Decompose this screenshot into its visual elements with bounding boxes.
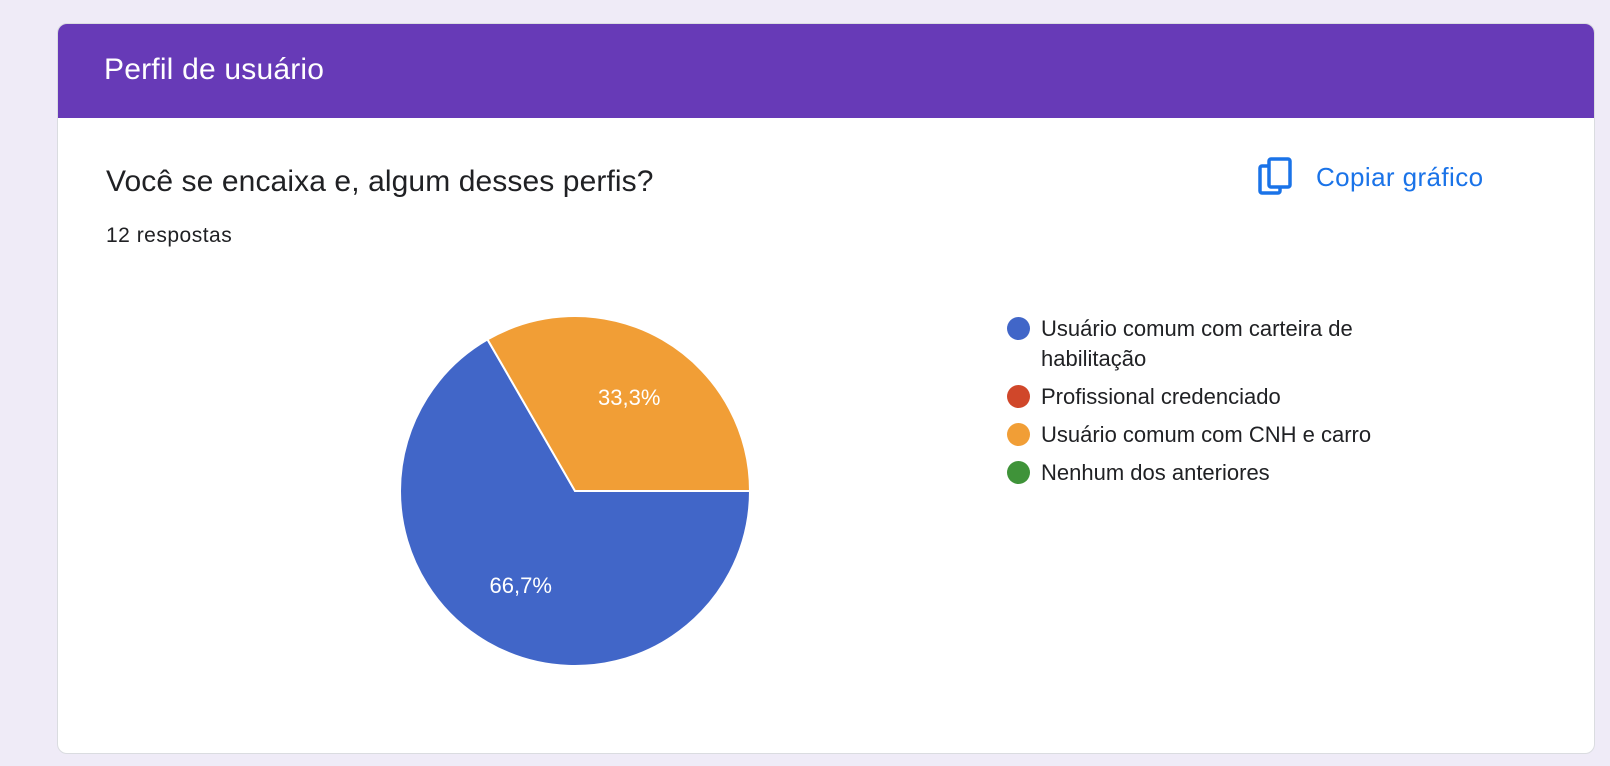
section-header: Perfil de usuário [58, 24, 1594, 118]
pie-slice-label: 33,3% [598, 385, 660, 410]
legend-item: Usuário comum com carteira de habilitaçã… [1007, 314, 1427, 374]
pie-slice-label: 66,7% [490, 573, 552, 598]
legend-item: Nenhum dos anteriores [1007, 458, 1427, 488]
chart-card: Perfil de usuário Você se encaixa e, alg… [57, 23, 1595, 754]
legend-swatch [1007, 423, 1030, 446]
section-title: Perfil de usuário [104, 53, 325, 86]
copy-icon [1258, 157, 1292, 195]
pie-chart: 66,7% 33,3% [399, 315, 752, 667]
pie-slice[interactable] [486, 315, 752, 492]
question-title: Você se encaixa e, algum desses perfis? [106, 165, 654, 198]
chart-legend: Usuário comum com carteira de habilitaçã… [1007, 314, 1427, 496]
legend-item: Profissional credenciado [1007, 382, 1427, 412]
pie-slice[interactable] [399, 338, 752, 667]
copy-chart-label: Copiar gráfico [1316, 161, 1484, 192]
response-count: 12 respostas [106, 224, 233, 247]
legend-label: Usuário comum com CNH e carro [1041, 422, 1372, 447]
copy-chart-button[interactable]: Copiar gráfico [1248, 152, 1493, 202]
legend-label: Profissional credenciado [1041, 384, 1281, 409]
legend-item: Usuário comum com CNH e carro [1007, 420, 1427, 450]
legend-swatch [1007, 385, 1030, 408]
legend-label: Nenhum dos anteriores [1041, 460, 1270, 485]
legend-swatch [1007, 461, 1030, 484]
legend-swatch [1007, 317, 1030, 340]
legend-label: Usuário comum com carteira de habilitaçã… [1041, 316, 1353, 371]
